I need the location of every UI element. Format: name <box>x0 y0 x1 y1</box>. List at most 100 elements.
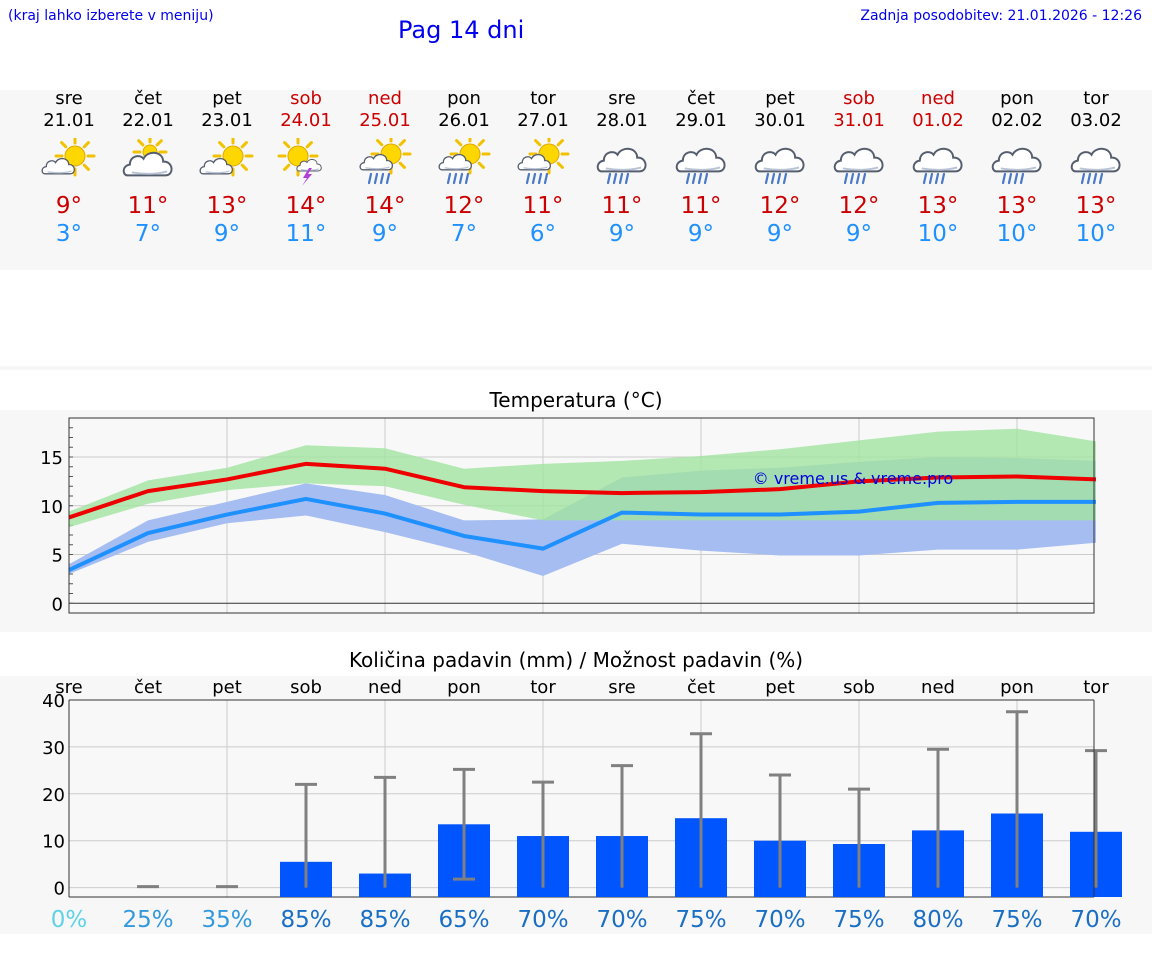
sun-ray <box>240 141 248 149</box>
rain-drop <box>782 172 788 185</box>
cloud-shade <box>842 166 879 171</box>
sun-ray <box>82 163 90 171</box>
temp-max: 12° <box>443 193 485 219</box>
y-tick-label: 10 <box>42 832 65 853</box>
cloud-shape <box>833 147 884 173</box>
forecast-day: pon 02.02 13° 10° <box>977 88 1057 248</box>
rain-drop <box>703 172 709 185</box>
cloud-rain-icon <box>912 147 963 185</box>
day-axis-label: pet <box>212 677 242 698</box>
temp-min: 6° <box>529 221 557 247</box>
sun-ray <box>398 139 406 147</box>
day-name: sob <box>290 88 322 109</box>
last-update: Zadnja posodobitev: 21.01.2026 - 12:26 <box>860 8 1142 24</box>
rain-drop <box>537 172 543 185</box>
rain-drop <box>446 172 452 185</box>
day-date: 29.01 <box>675 110 727 131</box>
cloud-shape <box>122 151 173 177</box>
rain-drop <box>543 172 549 185</box>
rain-drop <box>843 172 849 185</box>
cloud-shape <box>199 157 233 175</box>
day-axis-label: sob <box>290 677 322 698</box>
y-tick-label: 0 <box>52 594 63 615</box>
day-axis-label: čet <box>687 677 715 698</box>
y-tick-label: 5 <box>52 546 63 567</box>
y-tick-label: 30 <box>42 738 65 759</box>
temp-max: 14° <box>364 193 406 219</box>
forecast-day: sre 28.01 11° 9° <box>582 88 662 248</box>
cloud-outline <box>991 147 1042 173</box>
day-date: 26.01 <box>438 110 490 131</box>
temp-max: 12° <box>759 193 801 219</box>
rain-drop <box>525 172 531 185</box>
max-range-band <box>69 428 1096 528</box>
day-date: 23.01 <box>201 110 253 131</box>
sun-ray <box>477 139 485 147</box>
rain-drop <box>1092 172 1098 185</box>
cloud-shade <box>1000 166 1037 171</box>
cloud-outline <box>122 151 173 177</box>
rain-drop <box>849 172 855 185</box>
temperature-chart: 0 5 10 15 © vreme.us & vreme.pro <box>40 417 1097 615</box>
lightning-bolt <box>302 168 312 186</box>
day-date: 25.01 <box>359 110 411 131</box>
day-name: ned <box>368 88 402 109</box>
cloud-shade <box>131 170 168 175</box>
cloud-shape <box>675 147 726 173</box>
precip-chance: 85% <box>359 907 410 933</box>
day-name: čet <box>133 88 163 109</box>
divider <box>0 366 1152 370</box>
temp-min: 9° <box>213 221 241 247</box>
sun-ray <box>534 139 542 147</box>
y-tick-label: 15 <box>40 448 63 469</box>
forecast-day: tor 27.01 11° 6° <box>503 88 583 248</box>
cloud-shape <box>596 147 647 173</box>
temp-max: 13° <box>996 193 1038 219</box>
day-date: 30.01 <box>754 110 806 131</box>
forecast-day: ned 25.01 14° 9° <box>345 88 425 248</box>
precip-chance: 85% <box>280 907 331 933</box>
rain-drop <box>624 172 630 185</box>
day-axis-label: sre <box>55 677 82 698</box>
rain-drop <box>458 172 464 185</box>
temp-min: 3° <box>55 221 83 247</box>
cloud-outline <box>675 147 726 173</box>
temp-min: 10° <box>917 221 959 247</box>
precip-chance: 70% <box>1070 907 1121 933</box>
rain-drop <box>764 172 770 185</box>
sun-disc <box>222 145 244 167</box>
forecast-day: sob 24.01 14° 11° <box>266 88 346 248</box>
temp-max: 9° <box>55 193 83 219</box>
cloud-shape <box>517 153 551 171</box>
sun-ray <box>240 163 248 171</box>
cloud-shade <box>365 166 390 170</box>
rain-drop <box>373 172 379 185</box>
temp-max: 11° <box>127 193 169 219</box>
rain-drop <box>934 172 940 185</box>
sun-ray <box>556 161 564 169</box>
y-tick-label: 20 <box>42 785 65 806</box>
rain-drop <box>379 172 385 185</box>
forecast-day: ned 01.02 13° 10° <box>898 88 978 248</box>
temp-min: 7° <box>134 221 162 247</box>
cloud-rain-icon <box>991 147 1042 185</box>
sun-ray <box>305 141 313 149</box>
cloud-outline <box>517 153 551 171</box>
rain-drop <box>531 172 537 185</box>
day-axis-label: pon <box>447 677 481 698</box>
precip-chance: 80% <box>912 907 963 933</box>
day-axis-label: pon <box>1000 677 1034 698</box>
precip-chart-title: Količina padavin (mm) / Možnost padavin … <box>348 648 804 672</box>
temp-max: 11° <box>680 193 722 219</box>
precip-chance: 75% <box>833 907 884 933</box>
min-temp-line <box>68 496 1096 572</box>
day-axis-label: pet <box>765 677 795 698</box>
rain-drop <box>1019 172 1025 185</box>
forecast-day: sre 21.01 9° 3° <box>29 88 109 248</box>
day-date: 01.02 <box>912 110 964 131</box>
forecast-row: sre 21.01 9° 3° čet 22.01 11° 7° pet 23.01 13° 9° so… <box>0 88 1152 268</box>
cloud-outline <box>912 147 963 173</box>
sun-disc <box>64 145 86 167</box>
rain-drop <box>928 172 934 185</box>
